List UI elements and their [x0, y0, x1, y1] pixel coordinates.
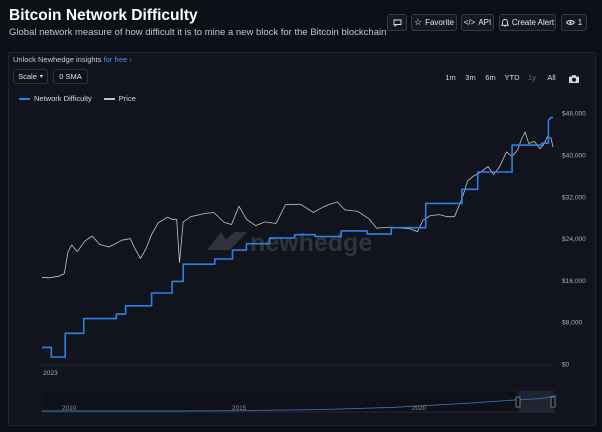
- comment-button[interactable]: [387, 14, 407, 31]
- unlock-text: Unlock Newhedge insights: [13, 55, 102, 64]
- watch-count: 1: [577, 18, 583, 27]
- code-icon: </>: [463, 18, 476, 27]
- legend-swatch-difficulty: [19, 97, 30, 100]
- right-axis-tick-1: $8,000: [562, 320, 583, 327]
- right-axis-tick-6: $48,000: [562, 111, 586, 118]
- scale-label: Scale: [18, 72, 37, 81]
- chevron-right-icon: ›: [129, 55, 132, 64]
- right-axis-tick-0: $0: [562, 362, 570, 369]
- comment-icon: [393, 19, 401, 27]
- eye-icon: [565, 20, 575, 25]
- page-title: Bitcoin Network Difficulty: [9, 7, 198, 24]
- sma-dropdown[interactable]: 0 SMA: [53, 69, 88, 84]
- api-label: API: [478, 18, 492, 27]
- right-axis-tick-5: $40,000: [562, 153, 586, 160]
- chart-legend: Network Difficulty Price: [19, 94, 136, 103]
- navigator-track: [41, 390, 557, 413]
- unlock-link[interactable]: for free: [103, 55, 128, 64]
- difficulty-series-line: [42, 116, 553, 358]
- range-all[interactable]: All: [547, 73, 556, 82]
- scale-dropdown[interactable]: Scale ▾: [13, 69, 48, 84]
- legend-item-price[interactable]: Price: [103, 94, 136, 103]
- range-3m[interactable]: 3m: [465, 73, 476, 82]
- navigator-handle-left[interactable]: [515, 396, 521, 408]
- create-alert-label: Create Alert: [511, 18, 555, 27]
- watch-button[interactable]: 1: [561, 14, 587, 31]
- range-6m[interactable]: 6m: [485, 73, 496, 82]
- favorite-label: Favorite: [425, 18, 454, 27]
- chart-panel: [8, 52, 596, 426]
- navigator-selection: [518, 391, 554, 412]
- right-axis-tick-3: $24,000: [562, 236, 586, 243]
- navigator-difficulty-line: [42, 395, 557, 412]
- price-series-line: [41, 131, 554, 279]
- watermark-mark: [207, 232, 247, 250]
- camera-button[interactable]: [568, 71, 582, 84]
- api-button[interactable]: </> API: [461, 14, 494, 31]
- range-1m[interactable]: 1m: [445, 73, 456, 82]
- navigator-handle-right[interactable]: [550, 396, 556, 408]
- right-axis-tick-2: $16,000: [562, 278, 586, 285]
- navigator-label-2010: 2010: [62, 405, 77, 412]
- range-1y[interactable]: 1y: [528, 73, 536, 82]
- legend-swatch-price: [103, 97, 115, 100]
- star-icon: ☆: [414, 17, 423, 27]
- page-subtitle: Global network measure of how difficult …: [9, 27, 387, 38]
- create-alert-button[interactable]: Create Alert: [499, 14, 556, 31]
- camera-icon: [569, 75, 579, 83]
- range-ytd[interactable]: YTD: [504, 73, 520, 82]
- navigator-label-2015: 2015: [232, 405, 247, 412]
- legend-label-difficulty: Network Difficulty: [34, 94, 92, 103]
- legend-item-difficulty[interactable]: Network Difficulty: [19, 94, 92, 103]
- chevron-down-icon: ▾: [39, 74, 43, 80]
- bell-icon: [500, 19, 509, 27]
- sma-label: 0 SMA: [59, 72, 82, 81]
- favorite-button[interactable]: ☆ Favorite: [411, 14, 457, 31]
- right-axis-tick-4: $32,000: [562, 194, 586, 201]
- legend-label-price: Price: [118, 94, 136, 103]
- unlock-banner: Unlock Newhedge insights for free ›: [13, 55, 132, 64]
- navigator-label-2020: 2020: [412, 405, 427, 412]
- x-axis-tick-start: 2023: [43, 370, 58, 377]
